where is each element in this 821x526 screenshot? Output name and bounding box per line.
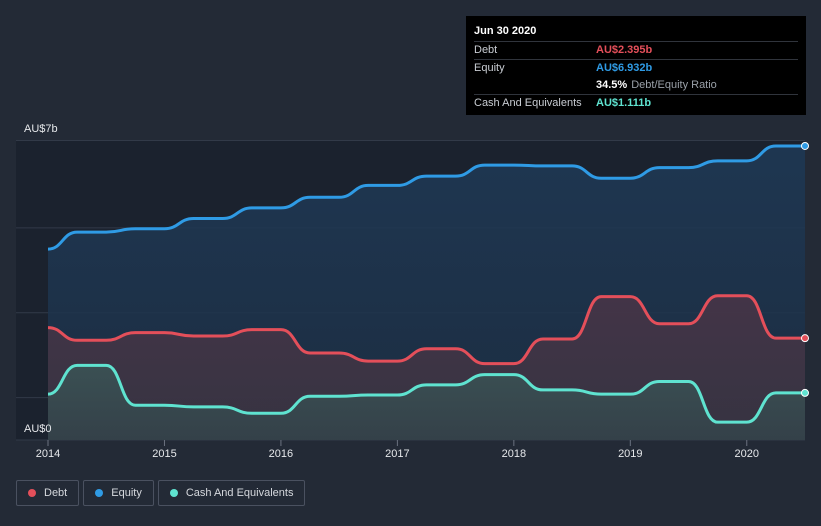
x-tick-label-2018: 2018 [502,448,526,460]
x-tick-label-2019: 2019 [618,448,642,460]
legend-debt-dot-icon [28,489,36,497]
x-tick-label-2017: 2017 [385,448,409,460]
y-tick-label-top: AU$7b [24,123,58,135]
tooltip-row-debt: Debt AU$2.395b [474,41,798,59]
tooltip-row-cash: Cash And Equivalents AU$1.111b [474,94,798,112]
x-tick-label-2014: 2014 [36,448,60,460]
line-debt [47,294,805,366]
series-endpoints [801,141,809,397]
tooltip-row-ratio: 34.5% Debt/Equity Ratio [474,77,798,94]
tooltip-ratio-label: Debt/Equity Ratio [631,79,717,91]
tooltip-cash-label: Cash And Equivalents [474,97,582,109]
legend-item-equity[interactable]: Equity [83,480,154,506]
x-tick-label-2016: 2016 [269,448,293,460]
legend: Debt Equity Cash And Equivalents [16,480,306,506]
area-cash-and-equivalents [48,365,805,440]
tooltip-cash-value: AU$1.111b [596,97,652,109]
y-tick-label-bottom: AU$0 [24,423,52,435]
legend-cash-dot-icon [169,489,178,497]
line-cash-and-equivalents [47,363,805,424]
y-axis: AU$7b AU$0 [24,123,58,435]
tooltip-ratio-spacer [474,77,596,94]
x-tick-label-2020: 2020 [735,448,759,460]
line-equity [47,144,805,251]
legend-equity-label: Equity [111,487,142,499]
tooltip: Jun 30 2020 Debt AU$2.395b Equity AU$6.9… [466,16,806,115]
x-axis: 2014 2015 2016 2017 2018 2019 2020 [36,440,759,460]
tooltip-equity-label: Equity [474,62,505,74]
tooltip-row-equity: Equity AU$6.932b [474,59,798,77]
x-tick-label-2015: 2015 [152,448,176,460]
legend-item-debt[interactable]: Debt [16,480,80,506]
endpoint-cash-and-equivalents [801,388,809,397]
legend-debt-label: Debt [44,487,68,499]
legend-item-cash[interactable]: Cash And Equivalents [157,480,306,506]
tooltip-date: Jun 30 2020 [474,25,537,37]
endpoint-equity [801,141,809,150]
tooltip-debt-label: Debt [474,44,498,56]
series-lines [47,144,805,424]
endpoint-debt [801,334,809,343]
tooltip-ratio-value: 34.5% [596,79,628,91]
series-areas [48,145,805,440]
legend-cash-label: Cash And Equivalents [185,487,294,499]
tooltip-debt-value: AU$2.395b [596,44,653,56]
tooltip-equity-value: AU$6.932b [596,62,653,74]
legend-equity-dot-icon [95,489,104,497]
